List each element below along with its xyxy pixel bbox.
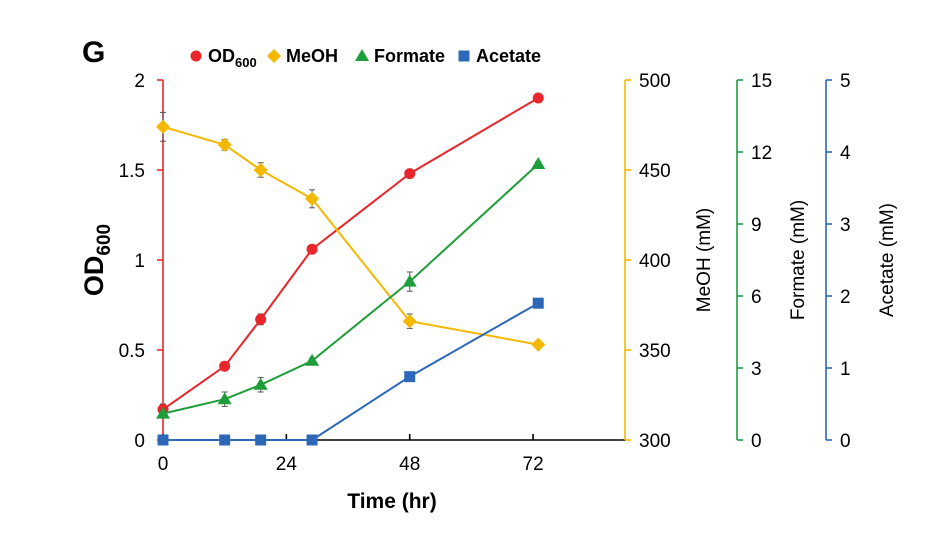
legend-label-meoh-text: MeOH	[286, 46, 338, 66]
formate-data-point	[531, 157, 546, 169]
meoh-axis-label: MeOH (mM)	[694, 208, 715, 312]
panel-letter: G	[82, 36, 105, 69]
x-tick-label: 24	[276, 454, 298, 475]
meoh-tick-label: 400	[639, 251, 671, 272]
meoh-tick-label: 500	[639, 71, 671, 92]
x-axis-label: Time (hr)	[347, 490, 436, 513]
formate-tick-label: 3	[751, 359, 762, 380]
x-tick-label: 48	[399, 454, 420, 475]
od-axis-label-subscript: 600	[94, 224, 115, 256]
legend-label-od: OD600	[208, 46, 257, 70]
od-data-point	[219, 360, 231, 372]
legend-label-meoh: MeOH	[286, 46, 338, 66]
od-data-point	[404, 168, 416, 180]
formate-data-point	[217, 392, 232, 405]
acetate-tick-label: 2	[840, 287, 851, 308]
acetate-axis-label: Acetate (mM)	[877, 203, 898, 317]
acetate-tick-label: 5	[840, 71, 851, 92]
formate-axis-label: Formate (mM)	[788, 200, 809, 320]
acetate-data-point	[255, 434, 267, 446]
formate-data-point	[253, 377, 268, 390]
legend-marker-formate	[355, 49, 369, 61]
legend-marker-meoh	[267, 49, 281, 63]
acetate-data-point	[306, 434, 318, 446]
chart-plot-area	[156, 92, 546, 446]
meoh-series-line	[162, 125, 539, 346]
od-tick-label: 1.5	[119, 161, 145, 182]
acetate-tick-label: 4	[840, 143, 851, 164]
acetate-tick-label: 1	[840, 359, 851, 380]
od-tick-label: 0.5	[119, 341, 145, 362]
legend-label-acetate-text: Acetate	[476, 46, 541, 66]
meoh-data-point	[305, 191, 320, 206]
formate-tick-label: 9	[751, 215, 762, 236]
od-data-point	[255, 313, 267, 325]
legend-label-acetate: Acetate	[476, 46, 541, 66]
chart-legend: OD600 MeOH Formate Acetate	[190, 46, 541, 70]
legend-marker-od	[190, 50, 202, 62]
meoh-tick-label: 300	[639, 431, 671, 452]
acetate-tick-label: 0	[840, 431, 851, 452]
od-tick-label: 0	[134, 431, 145, 452]
legend-label-formate: Formate	[374, 46, 445, 66]
meoh-data-point	[156, 119, 170, 134]
od-data-point	[532, 92, 544, 104]
acetate-data-point	[404, 371, 416, 383]
meoh-data-point	[253, 163, 268, 177]
od-series-line	[162, 97, 539, 411]
meoh-data-point	[217, 137, 232, 152]
formate-tick-label: 15	[751, 71, 772, 92]
legend-label-formate-text: Formate	[374, 46, 445, 66]
od-data-point	[306, 243, 318, 255]
acetate-data-point	[219, 434, 231, 446]
acetate-tick-label: 3	[840, 215, 851, 236]
od-tick-label: 2	[134, 71, 145, 92]
x-tick-label: 72	[523, 454, 544, 475]
meoh-data-point	[531, 337, 546, 352]
od-axis-label: OD600	[79, 224, 115, 296]
legend-marker-acetate	[458, 50, 470, 62]
acetate-data-point	[532, 297, 544, 309]
meoh-tick-label: 350	[639, 341, 671, 362]
acetate-data-point	[157, 434, 169, 446]
formate-tick-label: 0	[751, 431, 762, 452]
od-tick-label: 1	[134, 251, 145, 272]
legend-label-od-text: OD	[208, 46, 235, 66]
formate-tick-label: 6	[751, 287, 762, 308]
formate-tick-label: 12	[751, 143, 772, 164]
od-axis-label-main: OD	[79, 256, 109, 297]
meoh-data-point	[402, 314, 417, 329]
formate-series-line	[162, 163, 539, 415]
meoh-tick-label: 450	[639, 161, 671, 182]
acetate-series-line	[163, 302, 539, 441]
formate-data-point	[305, 353, 320, 366]
formate-data-point	[402, 274, 417, 287]
legend-label-od-subscript: 600	[235, 55, 257, 70]
x-tick-label: 0	[158, 454, 169, 475]
formate-data-point	[156, 406, 170, 419]
